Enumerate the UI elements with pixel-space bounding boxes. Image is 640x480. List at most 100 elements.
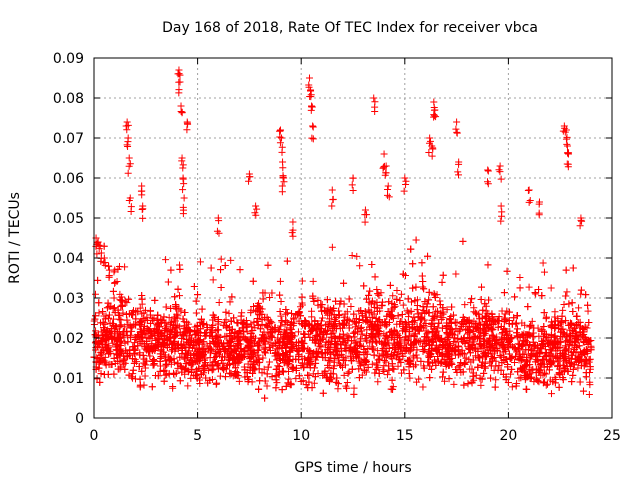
data-point [103,304,111,312]
data-point [134,331,142,339]
data-point [225,355,233,363]
data-point [225,343,233,351]
data-point [552,353,560,361]
data-point [429,312,437,320]
data-point [272,365,280,373]
data-point [130,359,138,367]
data-point [404,336,412,344]
data-point [399,301,407,309]
data-point [357,335,365,343]
data-point [217,255,225,263]
data-point [205,345,213,353]
data-point [387,328,395,336]
data-point [535,285,543,293]
data-point [393,330,401,338]
data-point [559,376,567,384]
data-point [482,327,490,335]
data-point [100,371,108,379]
data-point [587,337,595,345]
data-point [569,365,577,373]
data-point [260,344,268,352]
data-point [288,310,296,318]
data-point [354,328,362,336]
data-point [512,382,520,390]
data-point [245,376,253,384]
data-point [467,299,475,307]
data-point [207,264,215,272]
data-point [233,332,241,340]
data-point [413,354,421,362]
data-point [345,295,353,303]
data-point [209,276,217,284]
data-point [310,379,318,387]
data-point [201,332,209,340]
data-point [378,352,386,360]
data-point [350,310,358,318]
data-point [276,277,284,285]
data-point [567,360,575,368]
data-point [317,322,325,330]
data-point [515,346,523,354]
data-point [125,350,133,358]
data-point [298,337,306,345]
data-point [481,351,489,359]
data-point [124,338,132,346]
data-point [365,306,373,314]
data-point [182,325,190,333]
data-point [510,343,518,351]
data-point [261,348,269,356]
data-point [165,314,173,322]
data-point [568,320,576,328]
data-point [500,318,508,326]
data-point [171,317,179,325]
data-point [311,373,319,381]
data-point [234,319,242,327]
data-point [340,371,348,379]
data-point [444,350,452,358]
data-point [187,351,195,359]
data-point [247,309,255,317]
data-point [406,347,414,355]
data-point [366,287,374,295]
data-point [320,329,328,337]
data-point [321,367,329,375]
data-point [418,316,426,324]
data-point [149,357,157,365]
data-point [380,367,388,375]
data-point [142,329,150,337]
data-point [450,334,458,342]
data-point [393,338,401,346]
data-point [284,379,292,387]
data-point [120,328,128,336]
data-point [559,306,567,314]
data-point [298,338,306,346]
data-point [569,371,577,379]
data-point [393,287,401,295]
data-point [203,324,211,332]
data-point [183,324,191,332]
data-point [140,355,148,363]
data-point [458,349,466,357]
data-point [292,355,300,363]
data-point [473,334,481,342]
data-point [297,377,305,385]
data-point [376,316,384,324]
data-point [534,357,542,365]
data-point [541,378,549,386]
data-point [569,264,577,272]
data-point [318,314,326,322]
data-point [456,325,464,333]
data-point [551,323,559,331]
data-point [125,310,133,318]
data-point [498,307,506,315]
data-point [540,268,548,276]
data-point [375,291,383,299]
data-point [96,378,104,386]
data-point [127,324,135,332]
data-point [230,314,238,322]
data-point [185,343,193,351]
data-point [449,345,457,353]
data-point [254,351,262,359]
data-point [275,355,283,363]
data-point [378,302,386,310]
